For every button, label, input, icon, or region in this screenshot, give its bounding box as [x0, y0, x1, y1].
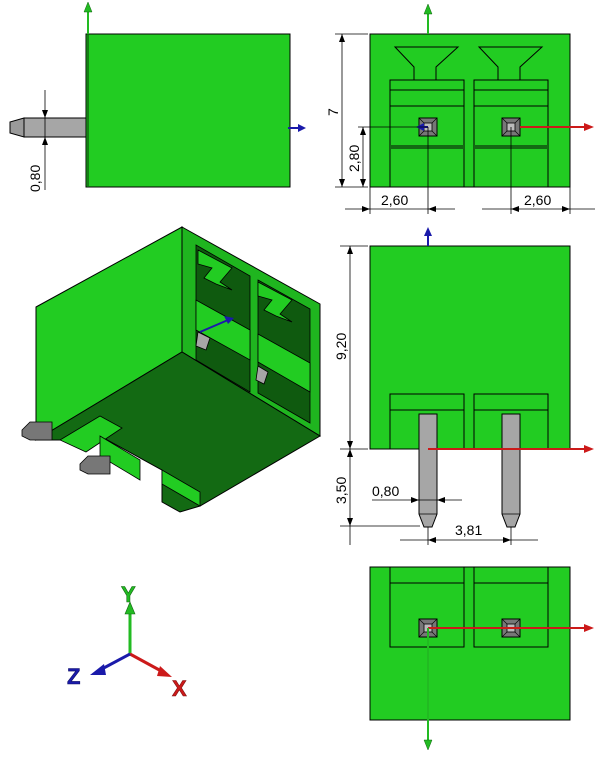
section-dimension-pin-length-label: 3,50	[333, 477, 349, 504]
front-view: 7 2,80 2,60 2,60	[325, 3, 595, 214]
section-dimension-pitch: 3,81	[400, 522, 538, 545]
x-axis-label: X	[172, 676, 187, 701]
front-dimension-height-label: 7	[325, 108, 341, 116]
front-dimension-pin-height: 2,80	[346, 126, 428, 187]
side-z-axis-arrow-icon	[288, 124, 306, 132]
section-body	[369, 245, 571, 450]
side-y-axis-arrow-icon	[83, 1, 93, 187]
front-y-axis-arrow-icon	[423, 3, 433, 34]
front-dimension-offset-left-label: 2,60	[381, 192, 408, 208]
x-axis-arrow-icon	[129, 652, 172, 677]
z-axis-arrow-icon	[90, 652, 131, 675]
side-view: 0,80	[9, 1, 306, 192]
section-view: 9,20 3,50 0,80 3,81	[333, 227, 594, 545]
front-dimension-height: 7	[325, 33, 368, 188]
section-dimension-pin-width-label: 0,80	[372, 483, 399, 499]
isometric-view	[21, 226, 321, 513]
front-dimension-pin-height-label: 2,80	[346, 145, 362, 172]
axis-triad: Y X Z	[67, 582, 188, 702]
side-pin	[9, 117, 87, 138]
y-axis-label: Y	[121, 582, 136, 607]
section-x-axis-arrow-icon	[428, 445, 594, 453]
section-dimension-body-height-label: 9,20	[333, 333, 349, 360]
y-axis-arrow-icon	[124, 601, 136, 654]
iso-z-axis-arrow-icon	[199, 316, 234, 333]
side-dimension-pin-width-label: 0,80	[27, 165, 43, 192]
front-cavity-left	[389, 79, 465, 188]
front-dimension-offset-right: 2,60	[482, 127, 595, 214]
front-body	[369, 33, 571, 188]
section-dimension-pin-width: 0,80	[372, 483, 462, 503]
section-z-axis-arrow-icon	[424, 227, 432, 246]
section-pin-right	[501, 413, 521, 528]
front-dimension-offset-left: 2,60	[345, 127, 455, 214]
bottom-y-axis-arrow-icon	[423, 628, 433, 751]
section-dimension-pin-length: 3,50	[333, 449, 420, 545]
section-dimension-body-height: 9,20	[333, 245, 368, 450]
z-axis-label: Z	[67, 664, 80, 689]
front-x-axis-arrow-icon	[520, 123, 594, 131]
side-dimension-pin-width: 0,80	[24, 90, 56, 192]
bottom-body	[369, 566, 571, 721]
bottom-view	[369, 566, 594, 751]
bottom-x-axis-arrow-icon	[428, 624, 594, 632]
side-body	[85, 33, 291, 188]
section-pin-left	[418, 413, 438, 528]
front-dimension-offset-right-label: 2,60	[524, 192, 551, 208]
section-dimension-pitch-label: 3,81	[455, 522, 482, 538]
